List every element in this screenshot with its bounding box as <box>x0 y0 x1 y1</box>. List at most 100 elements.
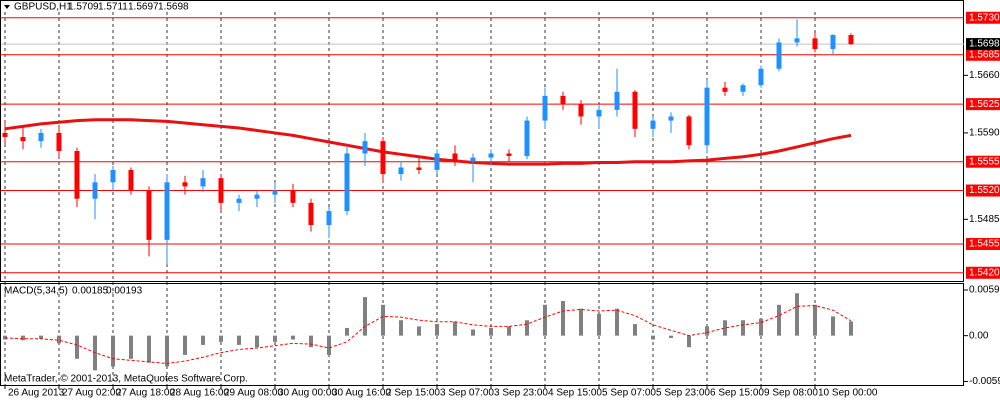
candle-body <box>290 190 296 203</box>
x-tick-label: 2 Sep 15:00 <box>386 388 440 399</box>
candle-body <box>254 194 260 199</box>
macd-bar <box>201 335 205 345</box>
candle-body <box>326 211 332 226</box>
macd-bar <box>741 320 745 336</box>
macd-bar <box>57 335 61 344</box>
candle-body <box>380 141 386 175</box>
macd-bar <box>831 316 835 336</box>
macd-bar <box>633 324 637 336</box>
candle-body <box>38 132 44 142</box>
macd-pane-frame <box>0 283 964 386</box>
macd-bar <box>129 335 133 359</box>
candle-body <box>812 38 818 50</box>
candle-body <box>110 169 116 183</box>
candle-body <box>488 153 494 158</box>
macd-bar <box>417 326 421 336</box>
macd-bar <box>687 335 691 348</box>
candle-body <box>542 95 548 121</box>
candle-body <box>128 169 134 191</box>
candle-body <box>848 35 854 45</box>
moving-average <box>4 118 852 166</box>
y-tick-label: 0.00 <box>969 330 989 341</box>
candle-body <box>560 95 566 105</box>
level-label: 1.5520 <box>969 185 1000 196</box>
candle-body <box>524 120 530 156</box>
y-tick-label: 1.5590 <box>969 128 1000 139</box>
current-price-label: 1.5698 <box>969 39 1000 50</box>
macd-bar <box>471 329 475 336</box>
macd-bar <box>273 335 277 342</box>
macd-bar <box>453 321 457 336</box>
macd-bar <box>435 324 439 336</box>
macd-bar <box>75 335 79 359</box>
candle-body <box>596 109 602 117</box>
macd-bar <box>651 335 655 340</box>
candle-body <box>650 120 656 129</box>
signal-value: 0.00193 <box>106 286 143 297</box>
macd-bar <box>849 321 853 336</box>
high-value: 1.5711 <box>98 2 128 13</box>
level-label-box <box>966 266 1000 279</box>
level-label: 1.5455 <box>969 239 1000 250</box>
candle-body <box>362 141 368 154</box>
x-tick-label: 5 Sep 07:00 <box>602 388 656 399</box>
candle-body <box>740 85 746 92</box>
candle-body <box>632 91 638 129</box>
macd-bar <box>165 335 169 367</box>
x-tick-label: 9 Sep 08:00 <box>764 388 818 399</box>
candle-body <box>452 153 458 162</box>
candle-body <box>236 198 242 203</box>
candle-body <box>344 153 350 212</box>
x-tick-label: 27 Aug 02:00 <box>62 388 121 399</box>
candle-body <box>614 91 620 110</box>
candle-body <box>308 202 314 226</box>
x-tick-label: 5 Sep 23:00 <box>656 388 710 399</box>
macd-bar <box>363 297 367 336</box>
level-label-box <box>966 98 1000 111</box>
x-tick-label: 3 Sep 07:00 <box>440 388 494 399</box>
candle-body <box>20 137 26 142</box>
open-value: 1.5709 <box>68 2 99 13</box>
candle-body <box>776 42 782 69</box>
macd-bar <box>327 335 331 355</box>
macd-bar <box>219 335 223 342</box>
candle-body <box>470 157 476 162</box>
macd-bar <box>813 304 817 336</box>
x-tick-label: 3 Sep 23:00 <box>494 388 548 399</box>
macd-bar <box>561 300 565 336</box>
x-tick-label: 26 Aug 2013 <box>8 388 65 399</box>
macd-bar <box>543 304 547 336</box>
macd-bar <box>723 320 727 336</box>
x-tick-label: 29 Aug 08:00 <box>224 388 283 399</box>
candle-body <box>398 167 404 175</box>
candle-body <box>272 190 278 195</box>
macd-bar <box>309 335 313 348</box>
macd-bar <box>237 335 241 345</box>
macd-bar <box>183 335 187 355</box>
candle-body <box>182 182 188 187</box>
y-tick-label: 1.5485 <box>969 214 1000 225</box>
macd-value: 0.00185 <box>72 286 109 297</box>
macd-bar <box>21 335 25 341</box>
grid <box>1 12 964 385</box>
level-label-box <box>966 48 1000 61</box>
macd-bar <box>525 320 529 336</box>
level-label-box <box>966 237 1000 250</box>
candle-body <box>830 35 836 50</box>
macd-bar <box>489 327 493 336</box>
macd-bar <box>705 326 709 336</box>
macd-bar <box>345 327 349 336</box>
candle-body <box>578 104 584 117</box>
menu-arrow[interactable] <box>4 5 10 9</box>
candle-body <box>722 87 728 92</box>
low-value: 1.5697 <box>128 2 159 13</box>
footer: MetaTrader, © 2001-2013, MetaQuotes Soft… <box>4 374 248 385</box>
y-tick-label: 0.00592 <box>969 285 1000 296</box>
level-label: 1.5730 <box>969 12 1000 23</box>
candle-body <box>686 116 692 146</box>
candle-body <box>506 153 512 156</box>
candle-body <box>434 153 440 170</box>
macd-bar <box>669 335 673 338</box>
x-tick-label: 28 Aug 16:00 <box>170 388 229 399</box>
